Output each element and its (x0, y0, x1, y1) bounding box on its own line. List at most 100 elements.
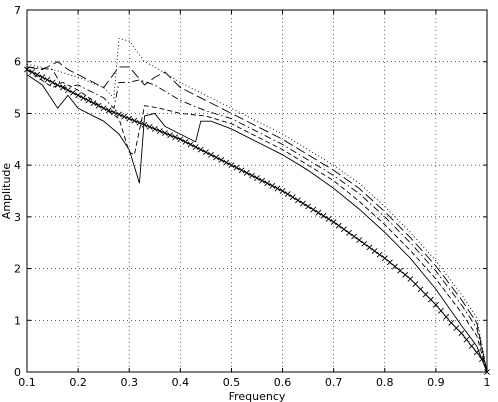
x-marker (238, 167, 245, 174)
x-marker (39, 74, 46, 81)
x-marker (167, 132, 174, 139)
x-marker (274, 185, 281, 192)
x-marker (335, 222, 342, 229)
y-tick-label: 4 (14, 159, 21, 172)
y-tick-label: 7 (14, 4, 21, 17)
x-marker (468, 343, 475, 350)
x-tick-label: 0.5 (223, 376, 241, 389)
x-marker (151, 126, 158, 132)
x-marker (59, 84, 66, 91)
x-marker (397, 267, 404, 274)
x-marker (131, 117, 138, 124)
x-tick-label: 0.1 (18, 376, 36, 389)
x-marker (95, 102, 102, 109)
series-group (24, 37, 490, 375)
x-marker (29, 69, 36, 75)
series-2 (26, 69, 488, 373)
y-tick-label: 1 (14, 314, 21, 327)
x-tick-label: 0.6 (274, 376, 292, 389)
x-marker (213, 154, 220, 161)
x-marker (243, 169, 250, 176)
series-3 (26, 66, 488, 373)
x-marker (427, 296, 434, 303)
x-marker (412, 281, 419, 288)
x-marker (315, 209, 322, 216)
series-6 (24, 66, 490, 375)
x-axis-label: Frequency (229, 390, 286, 402)
x-marker (320, 212, 327, 219)
x-marker (105, 107, 112, 114)
x-tick-label: 0.7 (325, 376, 343, 389)
x-marker (438, 307, 444, 314)
x-marker (417, 286, 424, 293)
x-tick-label: 0.8 (376, 376, 394, 389)
x-marker (264, 180, 271, 187)
x-marker (458, 330, 465, 337)
x-marker (356, 237, 363, 244)
x-marker (54, 82, 61, 88)
x-marker (172, 134, 179, 141)
series-1-line (26, 74, 488, 373)
x-marker (366, 244, 373, 251)
x-marker (463, 336, 470, 343)
x-marker (361, 240, 368, 247)
x-marker (70, 89, 76, 96)
x-marker (376, 251, 383, 258)
x-marker (187, 141, 194, 148)
series-6-markers (24, 66, 490, 375)
x-marker (49, 79, 56, 86)
series-5 (26, 37, 488, 373)
x-marker (116, 111, 122, 118)
x-tick-label: 0.3 (120, 376, 138, 389)
x-marker (478, 356, 485, 362)
y-tick-label: 6 (14, 56, 21, 69)
y-tick-label: 2 (14, 263, 21, 276)
plot-frame (26, 9, 488, 373)
x-marker (422, 291, 429, 298)
x-marker (346, 229, 352, 236)
x-tick-label: 0.4 (172, 376, 190, 389)
x-tick-label: 1 (484, 376, 491, 389)
x-marker (177, 136, 184, 143)
x-marker (100, 105, 107, 112)
series-3-line (26, 66, 488, 373)
x-marker (407, 275, 414, 282)
x-marker (325, 216, 332, 222)
x-tick-label: 0.9 (427, 376, 445, 389)
x-marker (121, 113, 128, 120)
x-marker (279, 188, 286, 194)
series-1 (26, 74, 488, 373)
x-marker (473, 349, 480, 356)
x-marker (75, 92, 82, 99)
x-marker (64, 87, 71, 94)
x-marker (44, 76, 51, 83)
x-marker (110, 109, 117, 116)
x-marker (254, 175, 260, 181)
x-marker (141, 121, 148, 128)
x-marker (80, 94, 87, 101)
x-marker (402, 271, 409, 278)
grid (27, 10, 487, 372)
x-marker (330, 219, 337, 225)
x-marker (182, 138, 189, 145)
x-marker (305, 203, 312, 210)
x-marker (289, 194, 296, 201)
x-marker (453, 325, 460, 331)
series-6-line (26, 69, 488, 373)
x-marker (386, 259, 393, 266)
x-marker (162, 130, 168, 136)
axes (26, 9, 488, 373)
x-marker (228, 162, 235, 169)
x-tick-label: 0.2 (69, 376, 87, 389)
x-marker (85, 97, 92, 104)
x-marker (259, 177, 266, 184)
x-marker (371, 248, 378, 254)
x-marker (146, 123, 153, 130)
x-marker (381, 255, 388, 262)
x-marker (392, 263, 398, 270)
series-4 (26, 61, 488, 373)
x-marker (34, 71, 41, 78)
x-marker (208, 151, 214, 158)
